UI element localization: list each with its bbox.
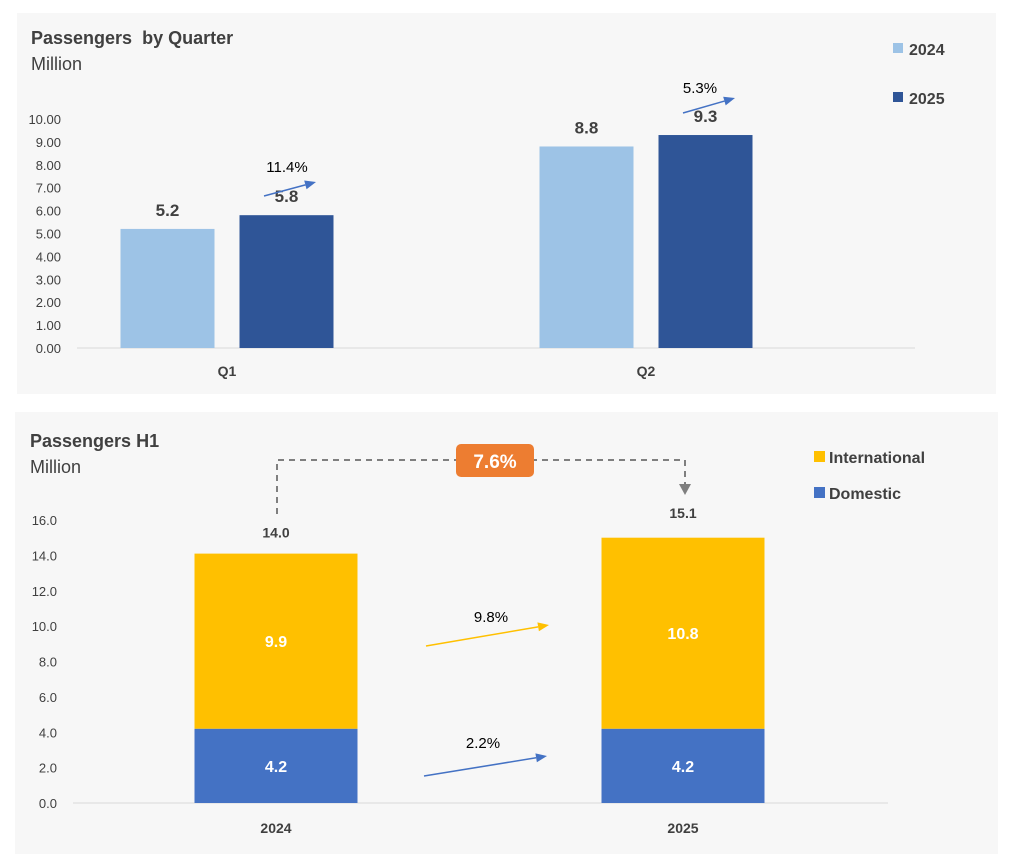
legend-swatch-2024 — [893, 43, 903, 53]
y-tick-label: 0.00 — [36, 341, 61, 356]
legend-label-international: International — [829, 450, 925, 467]
y-tick-label: 4.00 — [36, 249, 61, 264]
data-label-domestic-2025: 4.2 — [672, 759, 694, 776]
legend-swatch-international — [814, 451, 825, 462]
h1-stacked-bar-chart: Passengers H1 Million 0.0 2.0 4.0 6.0 8.0 10.… — [30, 431, 925, 836]
y-tick-label: 10.0 — [32, 619, 57, 634]
legend-label-2024: 2024 — [909, 42, 945, 59]
data-label-2025-Q2: 9.3 — [694, 107, 718, 126]
total-growth-arrowhead — [679, 484, 691, 495]
legend-swatch-2025 — [893, 92, 903, 102]
data-label-2024-Q2: 8.8 — [575, 118, 599, 137]
bar-2025-Q1 — [239, 215, 334, 348]
x-category-label: Q1 — [218, 363, 237, 379]
y-tick-label: 6.0 — [39, 690, 57, 705]
data-label-2024-Q1: 5.2 — [156, 201, 180, 220]
chart-subtitle: Million — [31, 54, 82, 74]
chart-title: Passengers H1 — [30, 431, 159, 451]
bar-domestic-2025 — [601, 728, 765, 803]
legend-label-2025: 2025 — [909, 91, 945, 108]
y-tick-label: 10.00 — [28, 112, 61, 127]
total-growth-label: 7.6% — [473, 452, 516, 473]
quarterly-chart-panel: Passengers by Quarter Million 0.00 1.00 2.… — [17, 13, 996, 394]
y-tick-label: 5.00 — [36, 227, 61, 242]
y-tick-label: 7.00 — [36, 181, 61, 196]
x-category-label: 2024 — [260, 820, 291, 836]
half-year-chart-panel: Passengers H1 Million 0.0 2.0 4.0 6.0 8.0 10.… — [15, 412, 998, 854]
y-tick-label: 3.00 — [36, 272, 61, 287]
y-tick-label: 9.00 — [36, 135, 61, 150]
y-tick-label: 8.00 — [36, 158, 61, 173]
legend-swatch-domestic — [814, 487, 825, 498]
y-tick-label: 4.0 — [39, 725, 57, 740]
growth-label-Q2: 5.3% — [683, 80, 717, 97]
y-tick-label: 8.0 — [39, 655, 57, 670]
growth-arrow-domestic — [423, 753, 547, 777]
y-tick-label: 14.0 — [32, 548, 57, 563]
y-tick-label: 12.0 — [32, 584, 57, 599]
total-label-2025: 15.1 — [669, 505, 696, 521]
growth-label-domestic: 2.2% — [466, 735, 500, 752]
y-tick-label: 1.00 — [36, 318, 61, 333]
growth-label-international: 9.8% — [474, 609, 508, 626]
y-tick-label: 2.0 — [39, 761, 57, 776]
chart-subtitle: Million — [30, 457, 81, 477]
growth-arrow-international — [425, 622, 549, 647]
y-tick-label: 0.0 — [39, 796, 57, 811]
y-tick-label: 6.00 — [36, 204, 61, 219]
quarterly-bar-chart: Passengers by Quarter Million 0.00 1.00 2.… — [28, 28, 945, 379]
y-tick-label: 16.0 — [32, 513, 57, 528]
growth-arrow-Q1 — [263, 180, 316, 197]
data-label-international-2025: 10.8 — [667, 626, 698, 643]
total-label-2024: 14.0 — [262, 524, 289, 540]
y-tick-label: 2.00 — [36, 295, 61, 310]
chart-title: Passengers by Quarter — [31, 28, 233, 48]
bar-2025-Q2 — [658, 135, 753, 348]
bar-2024-Q1 — [120, 228, 215, 348]
growth-arrow-Q2 — [682, 96, 735, 114]
bar-international-2025 — [601, 537, 765, 729]
total-growth-badge — [456, 444, 534, 477]
data-label-domestic-2024: 4.2 — [265, 759, 287, 776]
bar-international-2024 — [194, 553, 358, 729]
legend-label-domestic: Domestic — [829, 486, 901, 503]
x-category-label: Q2 — [637, 363, 656, 379]
data-label-international-2024: 9.9 — [265, 634, 287, 651]
x-category-label: 2025 — [667, 820, 698, 836]
bar-domestic-2024 — [194, 728, 358, 803]
growth-label-Q1: 11.4% — [266, 159, 307, 176]
bar-2024-Q2 — [539, 146, 634, 348]
